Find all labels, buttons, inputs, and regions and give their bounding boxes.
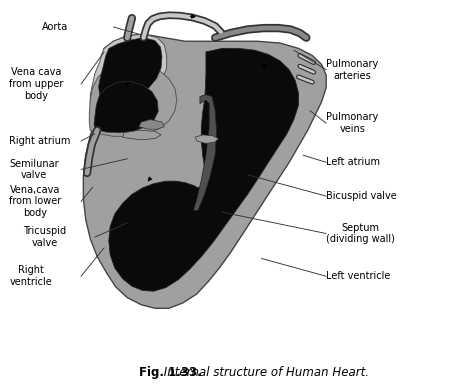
Polygon shape — [109, 48, 298, 291]
Polygon shape — [195, 135, 219, 144]
Text: Bicuspid valve: Bicuspid valve — [326, 191, 397, 201]
Text: Right
ventricle: Right ventricle — [9, 265, 52, 287]
Polygon shape — [94, 82, 158, 133]
Text: Aorta: Aorta — [42, 22, 68, 32]
Polygon shape — [99, 38, 162, 102]
Text: Fig. 1.33.: Fig. 1.33. — [139, 366, 201, 379]
Text: Left atrium: Left atrium — [326, 157, 380, 167]
Polygon shape — [139, 120, 164, 129]
Polygon shape — [123, 130, 161, 140]
Text: Pulmonary
arteries: Pulmonary arteries — [326, 59, 379, 80]
Polygon shape — [90, 34, 167, 122]
Polygon shape — [89, 63, 177, 136]
Text: Left ventricle: Left ventricle — [326, 271, 390, 281]
Polygon shape — [194, 95, 217, 211]
Text: Septum
(dividing wall): Septum (dividing wall) — [326, 223, 395, 244]
Text: Right atrium: Right atrium — [9, 136, 71, 146]
Text: Vena,cava
from lower
body: Vena,cava from lower body — [9, 185, 61, 218]
Text: Semilunar
valve: Semilunar valve — [9, 159, 59, 180]
Polygon shape — [84, 34, 326, 308]
Text: Internal structure of Human Heart.: Internal structure of Human Heart. — [160, 366, 369, 379]
Text: Pulmonary
veins: Pulmonary veins — [326, 112, 379, 134]
Text: Tricuspid
valve: Tricuspid valve — [23, 226, 67, 248]
Text: Vena cava
from upper
body: Vena cava from upper body — [9, 67, 64, 101]
